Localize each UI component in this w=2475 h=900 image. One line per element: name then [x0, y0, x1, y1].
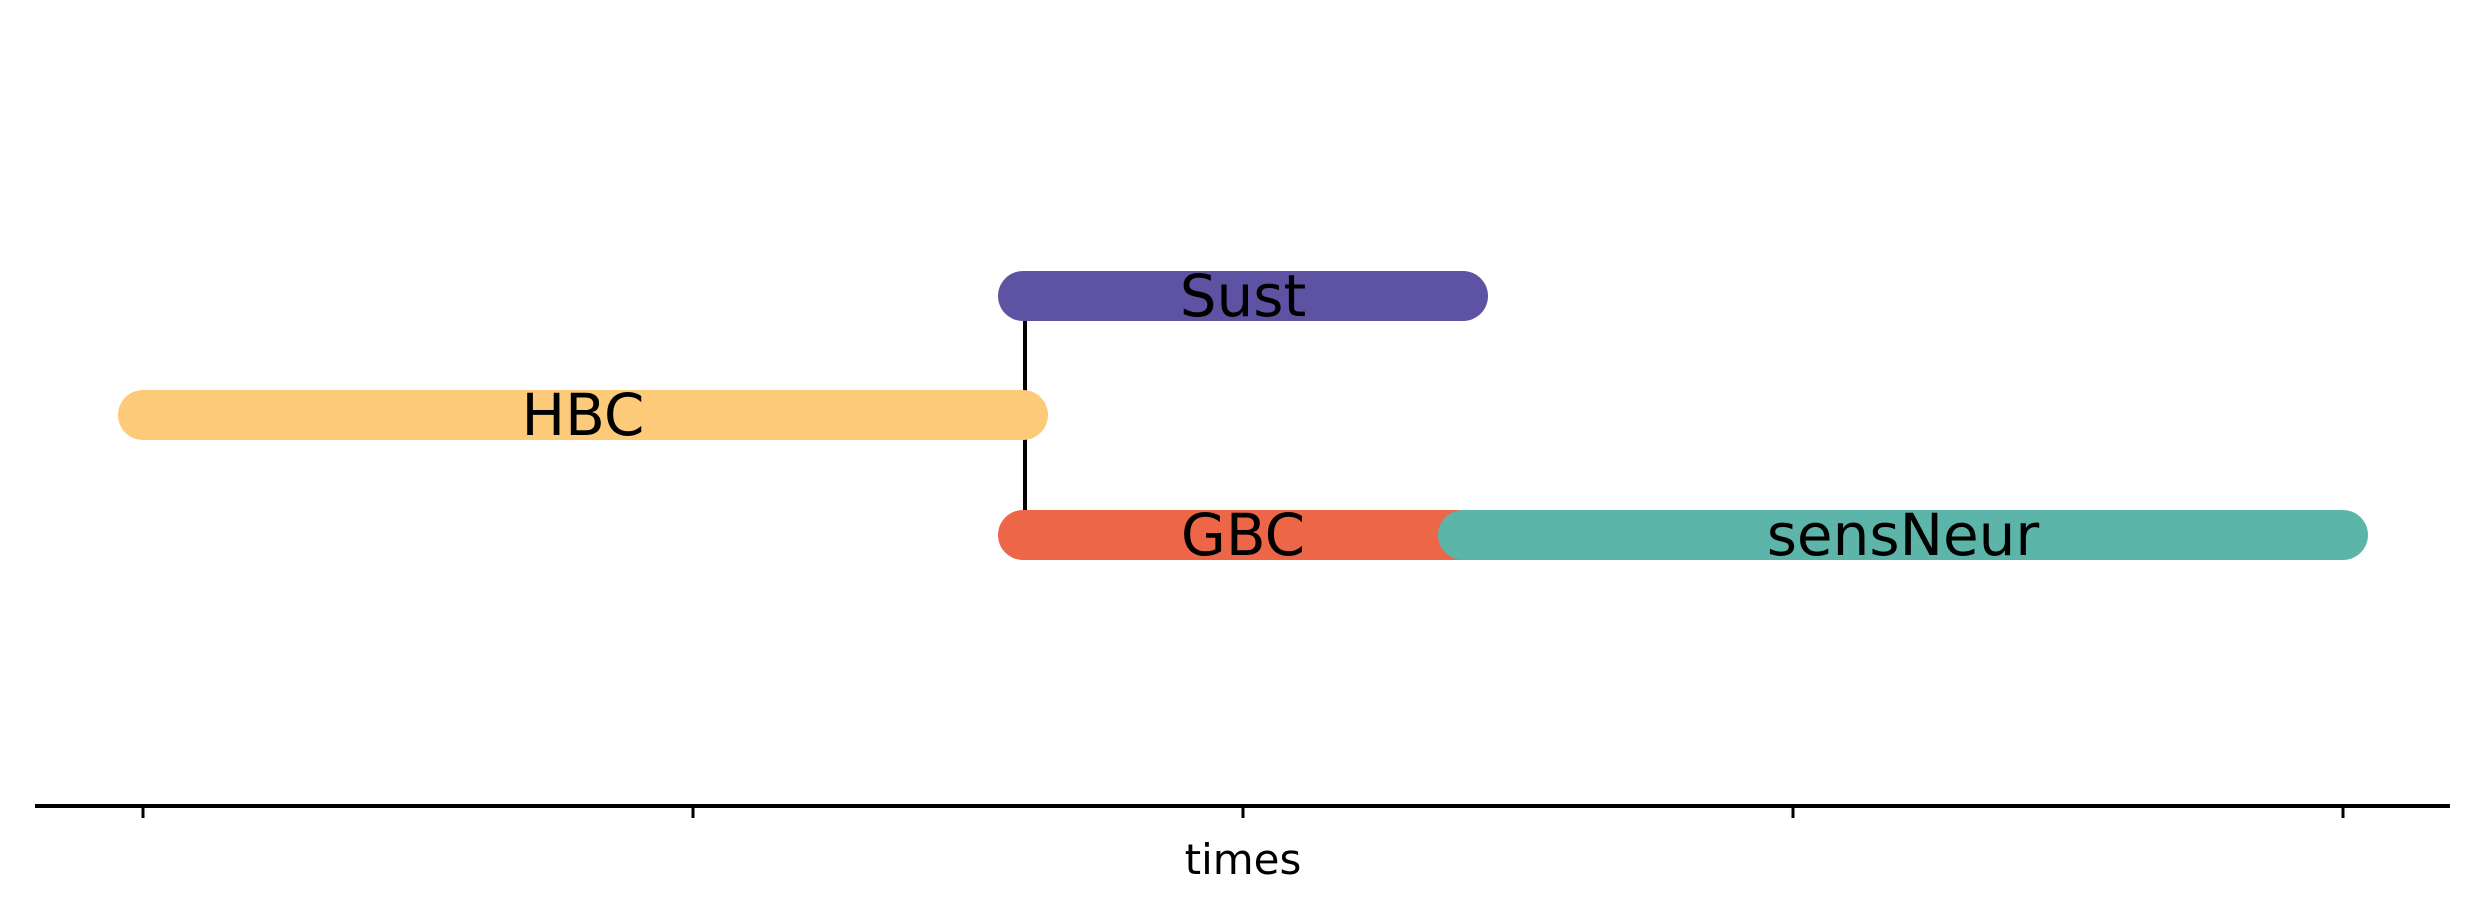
- x-axis-label: times: [1185, 835, 1302, 884]
- segment-bar-sensneur: [1438, 510, 2368, 560]
- segment-label-gbc: GBC: [1181, 501, 1305, 569]
- segment-label-sensneur: sensNeur: [1767, 501, 2040, 569]
- x-axis-ticks: [141, 806, 2345, 818]
- label-layer: HBC Sust GBC sensNeur: [522, 262, 2040, 569]
- segment-bar-hbc: [118, 390, 1048, 440]
- x-axis: times: [35, 804, 2450, 884]
- segment-label-hbc: HBC: [522, 381, 645, 449]
- segment-label-sust: Sust: [1180, 262, 1307, 330]
- segment-bar-gbc: [998, 510, 1488, 560]
- segment-bar-sust: [998, 271, 1488, 321]
- segment-layer: [118, 271, 2368, 560]
